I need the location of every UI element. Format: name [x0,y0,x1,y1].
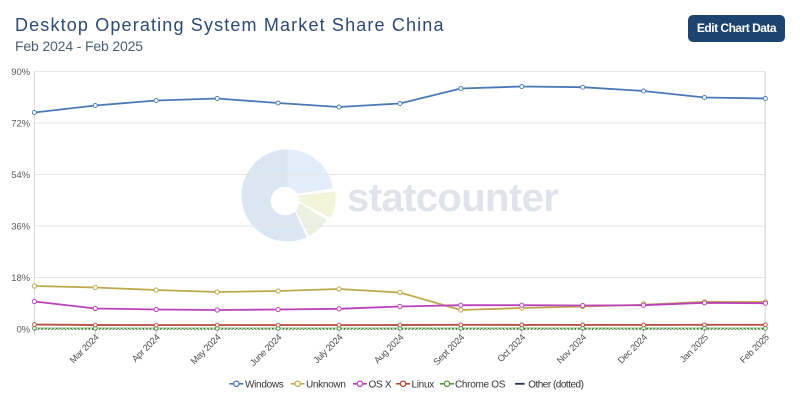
svg-text:statcounter: statcounter [347,176,558,220]
svg-text:Nov 2024: Nov 2024 [555,332,588,365]
svg-text:0%: 0% [16,325,30,336]
svg-text:OS X: OS X [369,379,392,390]
svg-text:18%: 18% [11,273,30,284]
svg-text:Sept 2024: Sept 2024 [431,332,466,367]
svg-text:Jan 2025: Jan 2025 [678,332,710,364]
svg-text:Unknown: Unknown [306,379,346,390]
svg-text:June 2024: June 2024 [248,332,284,368]
svg-text:Feb 2025: Feb 2025 [738,332,771,365]
svg-text:Oct 2024: Oct 2024 [495,332,527,364]
svg-text:Apr 2024: Apr 2024 [130,332,162,364]
svg-text:Linux: Linux [412,379,435,390]
svg-text:July 2024: July 2024 [311,332,344,365]
svg-text:54%: 54% [11,170,30,181]
svg-text:Chrome OS: Chrome OS [455,379,506,390]
svg-text:90%: 90% [11,67,30,78]
svg-text:Mar 2024: Mar 2024 [68,332,101,365]
svg-text:Dec 2024: Dec 2024 [616,332,649,365]
svg-text:72%: 72% [11,119,30,130]
svg-text:Other (dotted): Other (dotted) [528,379,583,390]
svg-text:36%: 36% [11,222,30,233]
svg-text:May 2024: May 2024 [189,332,223,366]
svg-text:Aug 2024: Aug 2024 [372,332,405,365]
svg-text:Windows: Windows [245,379,284,390]
